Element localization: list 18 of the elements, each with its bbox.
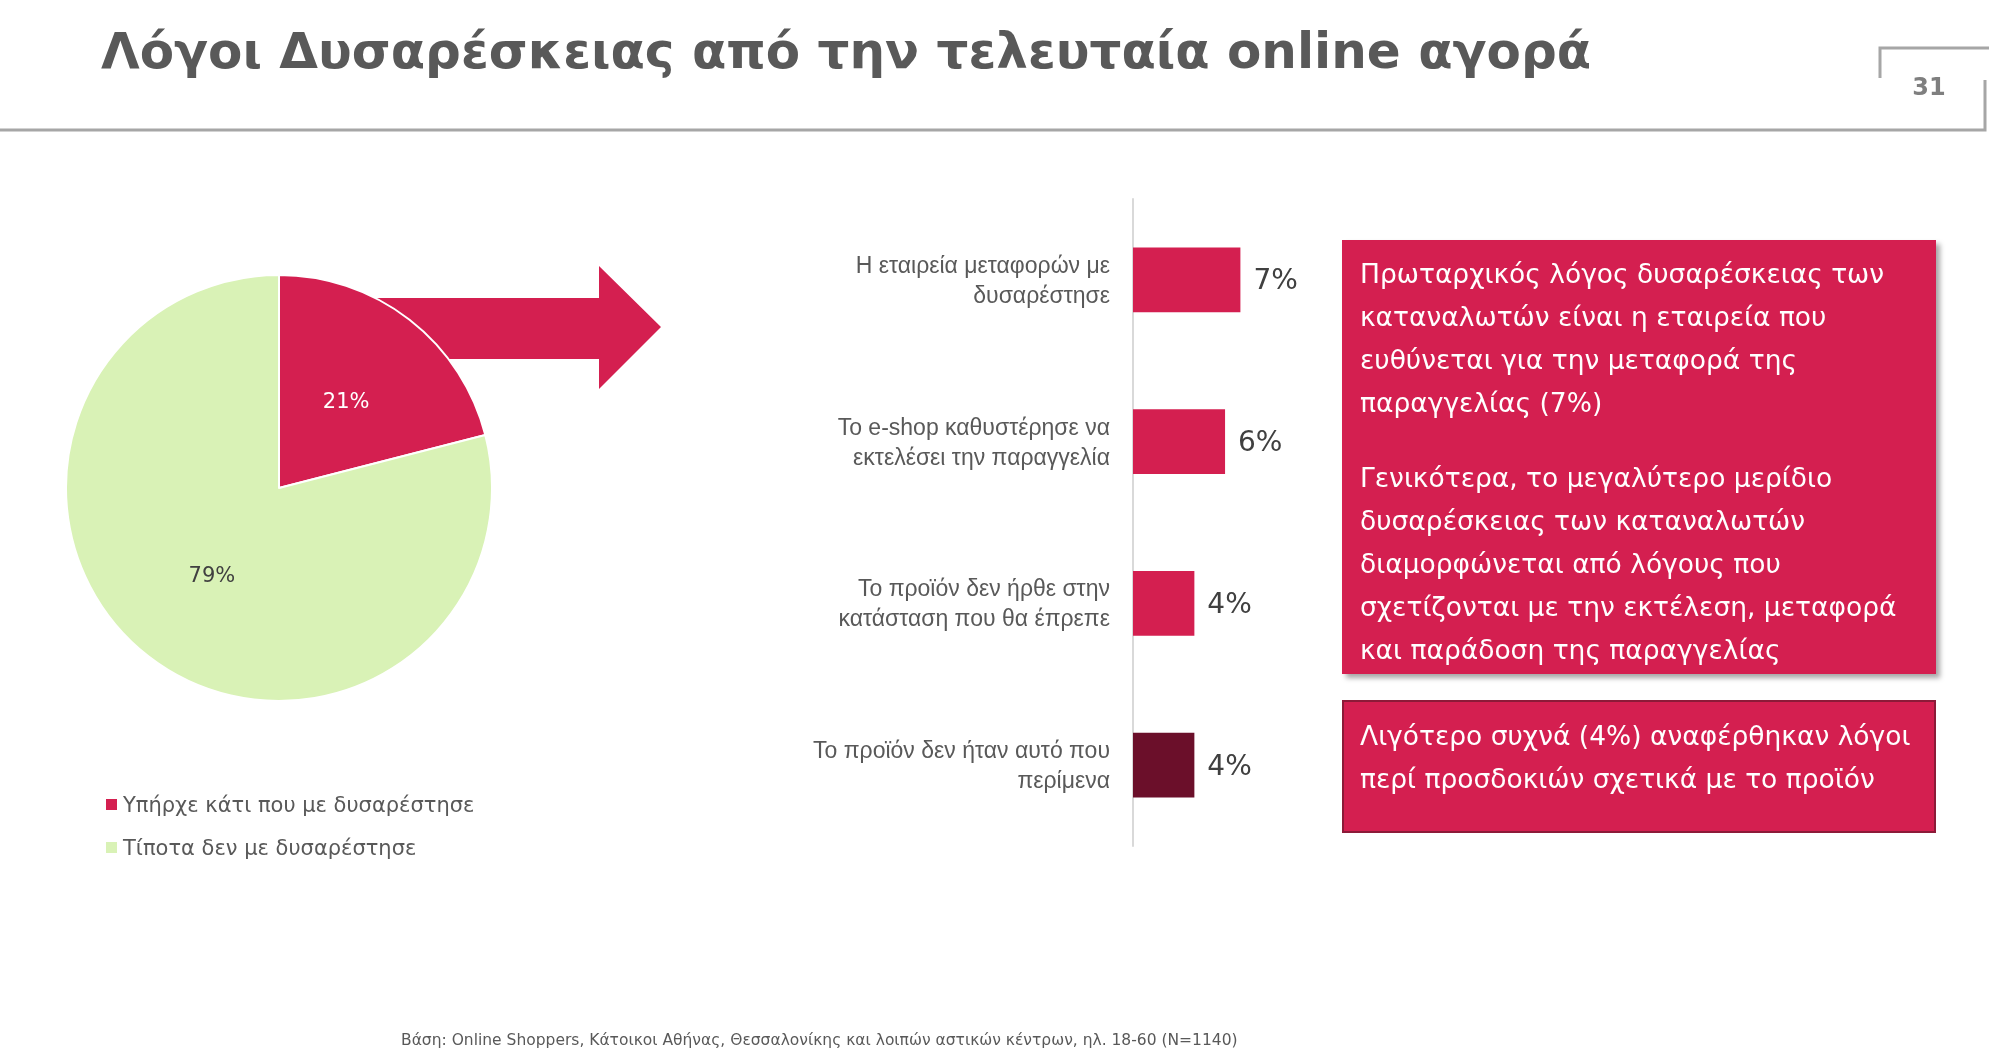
text: Λιγότερο συχνά (4%) αναφέρθηκαν λόγοι περί προσδοκιών σχετικά με το προϊόν [1360, 719, 1912, 796]
text: Λόγοι Δυσαρέσκειας από την τελευταία online αγορά [101, 21, 1592, 82]
legend-label: Υπήρχε κάτι που με δυσαρέστησε [122, 792, 475, 817]
data-label: 79% [188, 562, 236, 587]
data-label: 21% [322, 389, 370, 414]
data-label: 4% [1207, 586, 1252, 620]
y-tick-label: Το προϊόν δεν ήταν αυτό που περίμενα [813, 737, 1110, 794]
y-tick-label: Το προϊόν δεν ήρθε στην κατάσταση που θα έπρεπε [838, 575, 1110, 632]
data-label: 4% [1207, 748, 1252, 782]
text: Γενικότερα, το μεγαλύτερο μερίδιο δυσαρέσκειας των καταναλωτών διαμορφώνεται από λόγους που σχετίζονται με την εκτέλεση, μεταφορά και παράδοση της παραγγελίας [1360, 461, 1898, 667]
data-label: 7% [1253, 263, 1298, 297]
text: 31 [1911, 72, 1947, 102]
y-tick-label: Η εταιρεία μεταφορών με δυσαρέστησε [855, 251, 1110, 308]
data-label: 6% [1238, 425, 1283, 459]
legend-label: Τίποτα δεν με δυσαρέστησε [122, 835, 417, 860]
text: Βάση: Online Shoppers, Κάτοικοι Αθήνας, Θεσσαλονίκης και λοιπών αστικών κέντρων, ηλ. 18-60 (N=1140) [401, 1030, 1238, 1051]
text: Πρωταρχικός λόγος δυσαρέσκειας των καταναλωτών είναι η εταιρεία που ευθύνεται για την μεταφορά της παραγγελίας (7%) [1360, 257, 1886, 420]
y-tick-label: Το e-shop καθυστέρησε να εκτελέσει την παραγγελία [837, 413, 1110, 470]
